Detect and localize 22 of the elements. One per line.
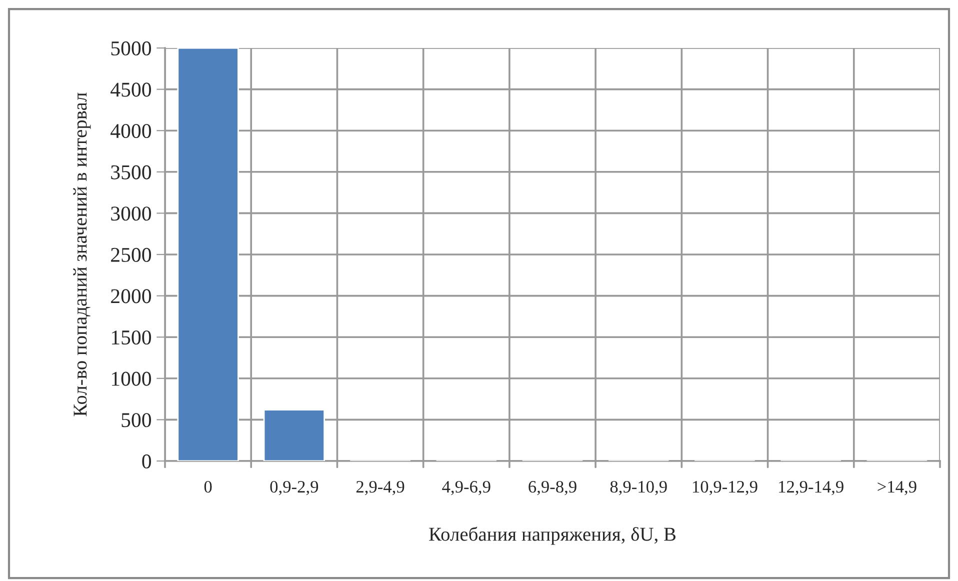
y-tick-label: 4500: [110, 82, 152, 97]
y-tick-label: 4000: [110, 124, 152, 138]
x-tick-label: 10,9-12,9: [692, 480, 758, 496]
y-tick-label: 1500: [112, 330, 152, 345]
y-tick-label: 2000: [111, 289, 152, 304]
x-tick-label: 12,9-14,9: [779, 480, 844, 496]
y-tick-label: 2500: [111, 248, 152, 262]
x-axis-title: Колебания напряжения, δU, В: [429, 526, 676, 545]
x-tick-label: 8,9-10,9: [610, 480, 667, 496]
y-tick-label: 3000: [111, 206, 152, 221]
y-tick-label: 500: [122, 413, 152, 428]
y-tick-label: 5000: [111, 41, 152, 56]
y-tick-label: 1000: [112, 372, 152, 386]
y-tick-label: 0: [142, 454, 152, 468]
y-axis-title: Кол-во попаданий значений в интервал: [73, 92, 91, 416]
y-tick-label: 3500: [111, 165, 152, 180]
x-tick-label: 6,9-8,9: [528, 480, 576, 496]
x-tick-label: >14,9: [878, 480, 916, 496]
x-tick-label: 0,9-2,9: [270, 480, 318, 496]
x-tick-label: 4,9-6,9: [442, 480, 490, 496]
x-tick-label: 0: [204, 480, 212, 493]
x-tick-label: 2,9-4,9: [356, 480, 404, 496]
